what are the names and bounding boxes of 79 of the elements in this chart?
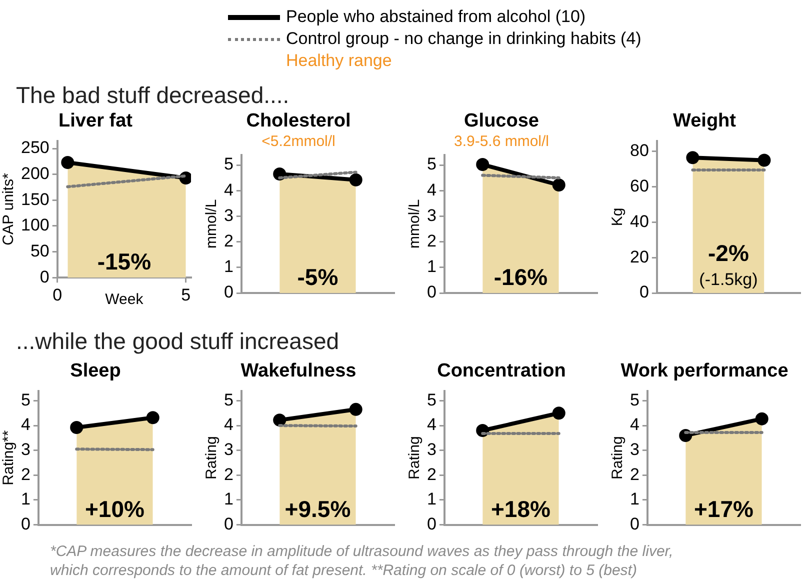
y-tick-label: 5 <box>630 390 640 410</box>
y-tick-label: 2 <box>426 464 436 484</box>
annotation: -5% <box>297 264 338 290</box>
y-axis-title: CAP units* <box>0 172 18 246</box>
y-tick-label: 3 <box>20 440 30 460</box>
y-tick-label: 5 <box>20 390 30 410</box>
y-tick-label: 4 <box>224 415 234 434</box>
y-tick-label: 4 <box>426 415 436 434</box>
y-tick-label: 2 <box>224 232 234 250</box>
annotation: +18% <box>490 496 550 522</box>
y-tick-label: 4 <box>20 415 30 434</box>
y-tick-label: 3 <box>224 440 234 460</box>
y-axis-title: Rating <box>406 436 424 480</box>
chart-title: Wakefulness <box>240 360 356 382</box>
y-tick-label: 2 <box>224 464 234 484</box>
y-tick-label: 5 <box>426 154 436 174</box>
y-tick-label: 0 <box>20 514 30 534</box>
chart-title: Cholesterol <box>246 110 351 132</box>
y-tick-label: 4 <box>426 180 436 200</box>
y-tick-label: 5 <box>224 154 234 174</box>
y-tick-label: 4 <box>224 180 234 200</box>
annotation: -2% <box>708 240 749 266</box>
y-axis-title: Rating <box>203 436 220 480</box>
y-tick-label: 1 <box>630 490 640 509</box>
y-tick-label: 1 <box>426 257 436 276</box>
y-tick-label: 3 <box>224 206 234 225</box>
y-tick-label: 0 <box>224 514 234 534</box>
y-tick-label: 3 <box>426 206 436 225</box>
y-tick-label: 2 <box>426 232 436 250</box>
y-tick-label: 0 <box>426 514 436 534</box>
annotation: +10% <box>84 496 144 522</box>
y-axis-title: Kg <box>609 208 626 226</box>
chart-subtitle: <5.2mmol/l <box>262 132 336 150</box>
text: Healthy range <box>286 51 392 71</box>
y-tick-label: 150 <box>20 190 50 209</box>
y-axis-title: Rating** <box>0 430 18 486</box>
y-axis-title: mmol/L <box>203 199 220 248</box>
chart-title: Glucose <box>464 110 539 132</box>
y-tick-label: 1 <box>426 490 436 509</box>
annotation: -16% <box>494 264 548 290</box>
y-tick-label: 60 <box>630 176 649 196</box>
y-tick-label: 80 <box>630 141 649 160</box>
y-axis-title: mmol/L <box>406 199 424 248</box>
chart-title: Weight <box>673 110 737 132</box>
annotation: -15% <box>97 248 152 275</box>
y-tick-label: 40 <box>630 212 649 231</box>
annotation: (-1.5kg) <box>699 270 758 289</box>
y-tick-label: 50 <box>30 241 50 260</box>
y-tick-label: 1 <box>224 257 234 276</box>
legend-label: People who abstained from alcohol (10) <box>286 6 586 28</box>
y-tick-label: 20 <box>630 247 649 266</box>
text: which corresponds to the amount of fat present. **Rating on scale of 0 (worst) to 5 (best) <box>50 562 637 579</box>
y-tick-label: 0 <box>40 267 50 286</box>
text: *CAP measures the decrease in amplitude of ultrasound waves as they pass through the liver, <box>50 543 674 560</box>
annotation: +17% <box>694 496 754 522</box>
y-tick-label: 5 <box>224 390 234 410</box>
chart-title: Sleep <box>70 360 121 382</box>
y-axis-title: Rating <box>609 436 626 480</box>
chart-title: Work performance <box>620 360 788 382</box>
y-tick-label: 5 <box>426 390 436 410</box>
legend-label: Control group - no change in drinking habits (4) <box>286 28 642 50</box>
text: The bad stuff decreased.... <box>16 82 290 109</box>
y-tick-label: 1 <box>224 490 234 509</box>
y-tick-label: 4 <box>630 415 640 434</box>
y-tick-label: 1 <box>20 490 30 509</box>
text: ...while the good stuff increased <box>16 328 340 355</box>
y-tick-label: 0 <box>630 514 640 534</box>
y-tick-label: 3 <box>630 440 640 460</box>
chart-title: Liver fat <box>58 110 134 132</box>
chart-subtitle: 3.9-5.6 mmol/l <box>454 132 550 150</box>
y-tick-label: 2 <box>20 464 30 484</box>
x-axis-title: Week <box>105 291 144 308</box>
chart-title: Concentration <box>437 360 566 382</box>
y-tick-label: 250 <box>20 138 50 158</box>
annotation: +9.5% <box>284 496 351 522</box>
y-tick-label: 200 <box>20 164 50 184</box>
y-tick-label: 2 <box>630 464 640 484</box>
y-tick-label: 3 <box>426 440 436 460</box>
y-tick-label: 100 <box>20 216 50 235</box>
